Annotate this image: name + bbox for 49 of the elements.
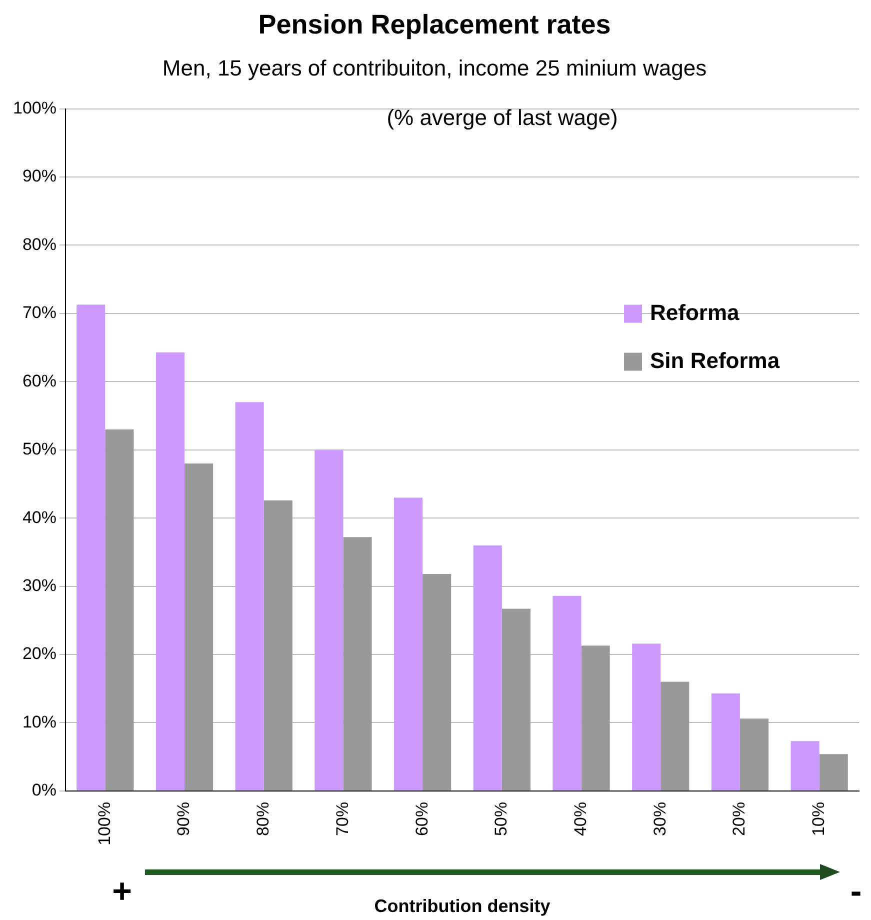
x-axis-title: Contribution density [374, 896, 550, 916]
bar [552, 596, 582, 790]
x-tick-label: 50% [492, 802, 511, 836]
y-tick-label: 70% [22, 303, 56, 322]
bar [264, 500, 292, 790]
legend-label: Reforma [650, 300, 740, 325]
y-tick-label: 10% [22, 712, 56, 732]
x-tick-label: 60% [412, 802, 432, 836]
x-tick-label: 80% [254, 802, 273, 836]
bar [343, 537, 372, 790]
y-tick-label: 100% [12, 98, 56, 118]
x-tick-label: 90% [174, 802, 194, 836]
text: - [850, 872, 862, 910]
bar [819, 754, 848, 790]
bar [105, 429, 134, 790]
y-tick-label: 50% [22, 440, 56, 459]
bar [76, 304, 106, 790]
y-tick-label: 80% [22, 234, 56, 254]
y-tick-label: 0% [32, 780, 56, 800]
bar [740, 718, 769, 790]
annotation: (% averge of last wage) [386, 104, 618, 130]
bar [660, 682, 690, 790]
x-tick-label: 20% [730, 802, 749, 836]
bar [156, 352, 185, 790]
chart-title: Pension Replacement rates [258, 10, 611, 40]
y-tick-label: 20% [22, 644, 56, 664]
bar [314, 450, 344, 790]
bar [581, 646, 610, 790]
y-tick-label: 40% [22, 508, 56, 527]
x-tick-label: 40% [570, 802, 590, 836]
bar [422, 574, 452, 790]
text: + [112, 872, 132, 910]
bar [184, 464, 214, 790]
y-tick-label: 90% [22, 166, 56, 186]
y-tick-label: 30% [22, 576, 56, 595]
x-tick-label: 70% [332, 802, 352, 836]
bar [473, 545, 502, 790]
bar [711, 693, 740, 790]
x-tick-label: 10% [809, 802, 828, 836]
bar [394, 498, 423, 790]
bar [502, 608, 530, 790]
bar [632, 644, 661, 790]
bar [235, 402, 264, 790]
legend-label: Sin Reforma [650, 348, 780, 373]
x-tick-label: 30% [650, 802, 670, 836]
chart-subtitle: Men, 15 years of contribuiton, income 25 minium wages [162, 56, 707, 81]
bar [790, 741, 820, 790]
x-tick-label: 100% [94, 802, 114, 846]
y-tick-label: 60% [22, 371, 56, 390]
